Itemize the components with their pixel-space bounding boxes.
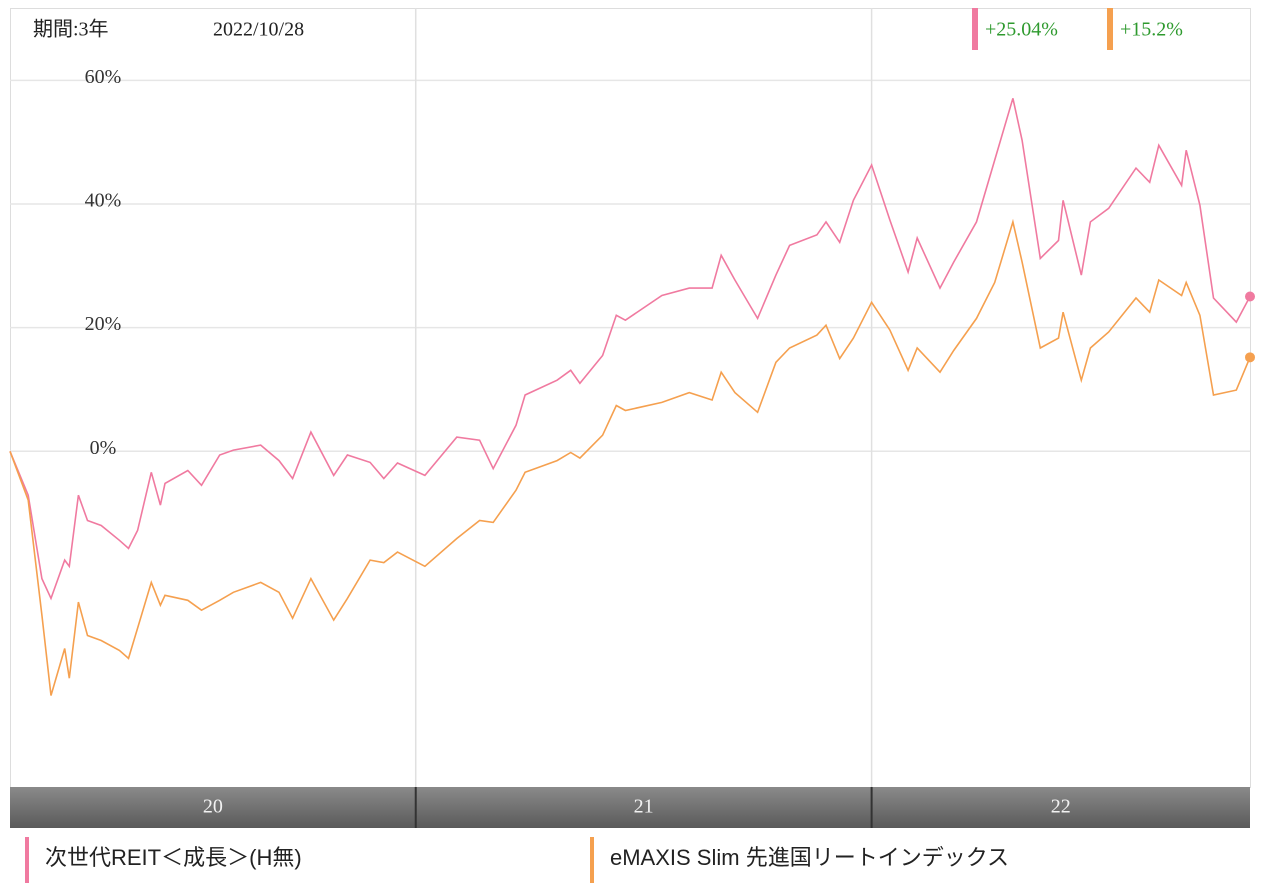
year-label: 22 (1051, 796, 1071, 818)
series-line (9, 98, 1251, 601)
year-band (10, 787, 416, 828)
series-line (9, 218, 1251, 696)
y-tick-label: 60% (85, 66, 122, 88)
y-tick-label: 40% (85, 190, 122, 212)
end-point (1245, 352, 1255, 363)
legend-swatch (25, 837, 29, 883)
year-label: 21 (634, 796, 654, 818)
year-band (415, 787, 872, 828)
change-swatch (1107, 8, 1113, 50)
legend-label: 次世代REIT＜成長＞(H無) (45, 845, 302, 870)
date-label: 2022/10/28 (213, 19, 304, 41)
year-band (871, 787, 1250, 828)
end-point (1245, 291, 1255, 302)
year-label: 20 (203, 796, 223, 818)
legend-label: eMAXIS Slim 先進国リートインデックス (610, 845, 1009, 870)
plot-area (10, 8, 1251, 788)
period-label: 期間:3年 (33, 18, 109, 41)
change-label: +15.2% (1120, 19, 1183, 41)
y-tick-label: 0% (90, 437, 117, 459)
change-label: +25.04% (985, 19, 1058, 41)
y-tick-label: 20% (85, 313, 122, 335)
change-swatch (972, 8, 978, 50)
legend-swatch (590, 837, 594, 883)
